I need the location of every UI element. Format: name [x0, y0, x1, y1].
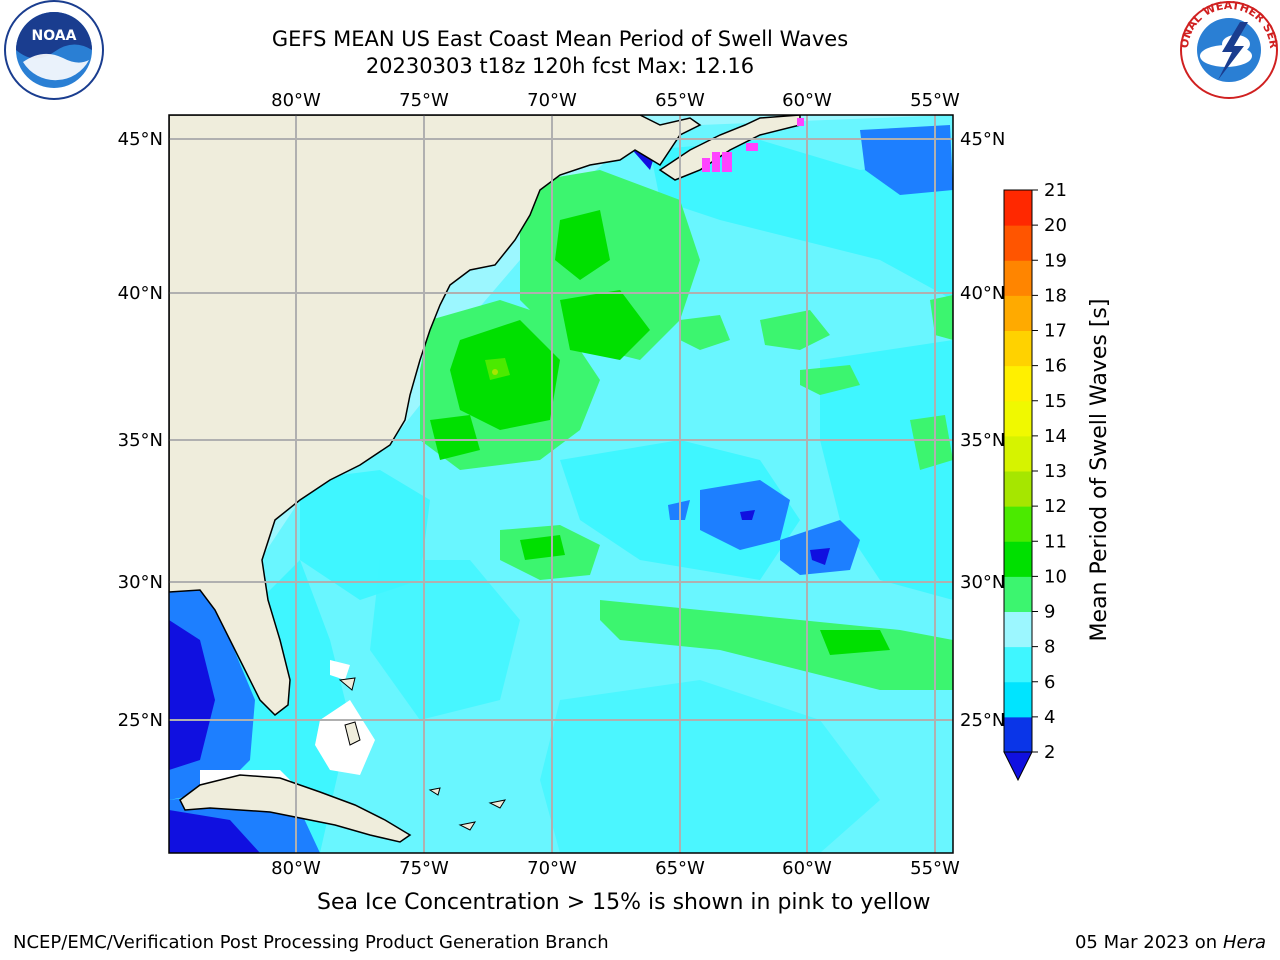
colorbar-segment	[1004, 681, 1032, 718]
lat-label-left: 40°N	[118, 283, 163, 304]
colorbar-tick-label: 20	[1044, 215, 1067, 236]
colorbar-segment	[1004, 506, 1032, 542]
colorbar-segment	[1004, 225, 1032, 261]
lon-label-top: 55°W	[910, 90, 960, 111]
map-frame	[168, 114, 954, 854]
colorbar-segment	[1004, 295, 1032, 331]
lon-label-top: 60°W	[782, 90, 832, 111]
colorbar-segment	[1004, 365, 1032, 402]
lon-label-top: 75°W	[399, 90, 449, 111]
lon-label-bottom: 65°W	[655, 858, 705, 879]
colorbar-label: Mean Period of Swell Waves [s]	[1087, 299, 1112, 642]
colorbar-segment	[1004, 471, 1032, 507]
colorbar-tick-label: 14	[1044, 426, 1067, 447]
colorbar: 2 4 6 8 9 10 11 12 13 14 15 16 17 18 19 20 21	[1003, 180, 1067, 782]
lon-label-bottom: 70°W	[527, 858, 577, 879]
colorbar-tick-label: 18	[1044, 285, 1067, 306]
date-stamp: 05 Mar 2023 on Hera	[1075, 932, 1266, 953]
colorbar-tick-label: 4	[1044, 707, 1055, 728]
colorbar-segment	[1004, 435, 1032, 472]
colorbar-tick-label: 11	[1044, 531, 1067, 552]
credit-text: NCEP/EMC/Verification Post Processing Pr…	[13, 932, 609, 953]
colorbar-extend-arrow	[1003, 751, 1033, 782]
colorbar-tick-label: 13	[1044, 461, 1067, 482]
colorbar-tick-label: 19	[1044, 250, 1067, 271]
colorbar-tick-label: 8	[1044, 637, 1055, 658]
colorbar-tick-label: 16	[1044, 356, 1067, 377]
lon-label-bottom: 55°W	[910, 858, 960, 879]
lon-label-top: 65°W	[655, 90, 705, 111]
lat-label-left: 35°N	[118, 430, 163, 451]
map-subtitle: 20230303 t18z 120h fcst Max: 12.16	[365, 54, 755, 78]
colorbar-tick-label: 15	[1044, 391, 1067, 412]
date-text: 05 Mar 2023 on	[1074, 932, 1218, 953]
colorbar-segment	[1004, 716, 1032, 753]
lat-label-right: 35°N	[960, 430, 1005, 451]
colorbar-segment	[1004, 330, 1032, 367]
colorbar-segment	[1004, 260, 1032, 296]
lat-label-left: 30°N	[118, 572, 163, 593]
noaa-logo: NOAA	[3, 0, 105, 104]
lat-label-left: 25°N	[118, 710, 163, 731]
lon-label-bottom: 80°W	[271, 858, 321, 879]
colorbar-segment	[1004, 576, 1032, 612]
colorbar-tick-label: 17	[1044, 321, 1067, 342]
machine-name: Hera	[1222, 932, 1266, 953]
colorbar-segment	[1004, 541, 1032, 577]
colorbar-segment	[1004, 646, 1032, 683]
lon-label-bottom: 60°W	[782, 858, 832, 879]
colorbar-tick-label: 21	[1044, 180, 1067, 201]
colorbar-tick-label: 9	[1044, 602, 1055, 623]
noaa-logo-text: NOAA	[32, 28, 77, 44]
graticule	[169, 115, 953, 853]
nws-logo: NATIONAL WEATHER SERVICE	[1173, 0, 1280, 104]
lon-label-top: 70°W	[527, 90, 577, 111]
map-title: GEFS MEAN US East Coast Mean Period of S…	[271, 27, 849, 51]
lat-label-right: 30°N	[960, 572, 1005, 593]
lon-label-top: 80°W	[271, 90, 321, 111]
colorbar-tick-label: 2	[1044, 742, 1055, 763]
lat-label-right: 25°N	[960, 710, 1005, 731]
colorbar-segment	[1004, 400, 1032, 437]
lat-label-right: 45°N	[960, 129, 1005, 150]
lat-label-right: 40°N	[960, 283, 1005, 304]
land-us	[169, 115, 702, 716]
colorbar-segment	[1004, 611, 1032, 648]
lat-label-left: 45°N	[118, 129, 163, 150]
colorbar-segment	[1004, 190, 1032, 226]
colorbar-tick-label: 6	[1044, 672, 1055, 693]
map-area	[169, 115, 953, 853]
lon-label-bottom: 75°W	[399, 858, 449, 879]
colorbar-tick-label: 12	[1044, 496, 1067, 517]
sea-ice-note: Sea Ice Concentration > 15% is shown in …	[317, 890, 931, 915]
colorbar-tick-label: 10	[1044, 566, 1067, 587]
